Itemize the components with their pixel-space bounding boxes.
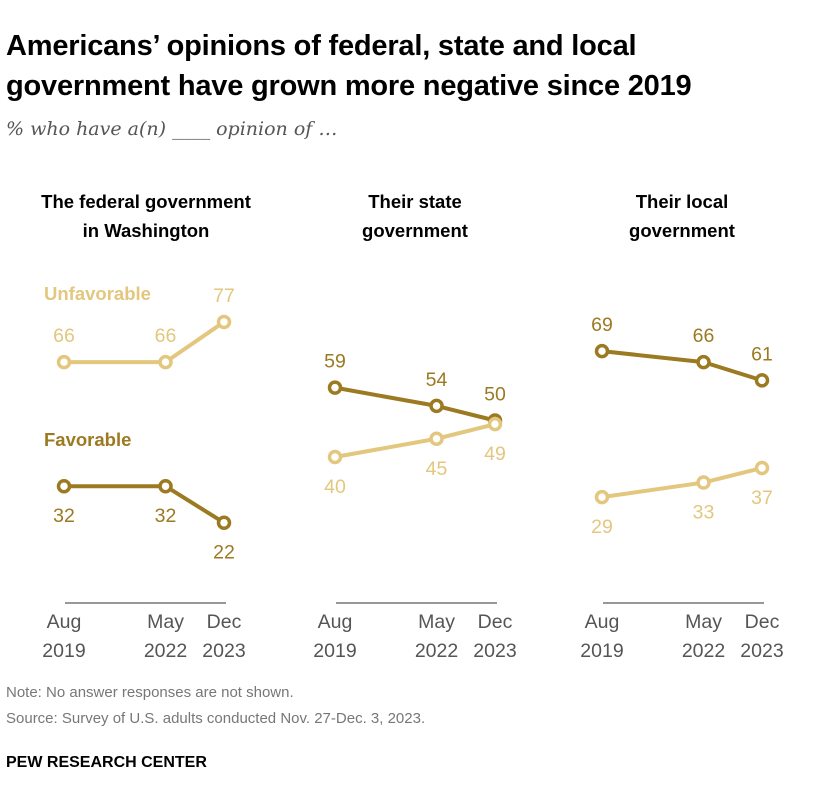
data-label: 49 (484, 443, 506, 465)
x-tick-label: Aug (47, 611, 82, 633)
series-line-favorable (334, 385, 496, 423)
chart-title: Americans’ opinions of federal, state an… (6, 30, 692, 102)
legend-label-unfavorable: Unfavorable (44, 283, 151, 304)
data-point (216, 314, 232, 330)
chart-subtitle: % who have a(n) ____ opinion of … (6, 118, 338, 140)
data-label: 69 (591, 314, 613, 336)
panel-title: government (362, 220, 468, 241)
data-label: 77 (213, 285, 235, 307)
data-label: 59 (324, 351, 346, 373)
data-point (56, 354, 72, 370)
data-label: 50 (484, 384, 506, 406)
data-point (158, 478, 173, 494)
x-tick-label: May (147, 611, 184, 633)
data-point (429, 431, 444, 446)
brand-logo-text: PEW RESEARCH CENTER (6, 754, 207, 771)
series-line-unfavorable (334, 422, 496, 459)
data-point (487, 416, 503, 432)
x-tick-label: 2022 (415, 640, 458, 662)
series-line-favorable (64, 484, 226, 525)
x-tick-label: 2023 (202, 640, 245, 662)
x-tick-label: 2023 (740, 640, 783, 662)
data-point (216, 515, 232, 530)
x-tick-label: May (685, 611, 722, 633)
data-point (754, 373, 770, 388)
x-tick-label: 2019 (313, 640, 356, 662)
data-point (594, 489, 610, 505)
x-tick-label: Dec (478, 611, 513, 633)
panel-title: The federal government (41, 191, 251, 212)
data-point (56, 478, 72, 494)
x-tick-label: Aug (318, 611, 353, 633)
data-point (327, 449, 343, 465)
data-label: 66 (693, 325, 715, 347)
data-point (696, 475, 711, 490)
data-label: 54 (426, 369, 448, 391)
data-label: 32 (53, 505, 75, 527)
data-point (594, 343, 610, 359)
x-tick-label: 2022 (144, 640, 187, 662)
data-point (696, 354, 711, 370)
data-label: 66 (53, 325, 75, 347)
x-tick-label: May (418, 611, 455, 633)
x-tick-label: 2023 (473, 640, 516, 662)
panel-title: Their local (636, 191, 729, 212)
x-tick-label: 2022 (682, 640, 725, 662)
source-text: Source: Survey of U.S. adults conducted … (6, 710, 426, 727)
panel-title: Their state (368, 191, 462, 212)
series-line-unfavorable (64, 320, 226, 365)
data-point (429, 398, 444, 414)
panel-title: in Washington (83, 220, 210, 241)
legend-label-favorable: Favorable (44, 429, 131, 450)
x-tick-label: Dec (745, 611, 780, 633)
data-label: 61 (751, 343, 773, 365)
data-label: 29 (591, 516, 613, 538)
data-label: 66 (155, 325, 177, 347)
data-label: 22 (213, 542, 235, 564)
series-line-unfavorable (601, 466, 763, 500)
x-tick-label: Dec (207, 611, 242, 633)
data-point (754, 460, 770, 476)
series-line-favorable (601, 349, 763, 383)
data-label: 45 (426, 458, 448, 480)
data-label: 40 (324, 476, 346, 498)
data-label: 37 (751, 487, 773, 509)
panel-title: government (629, 220, 735, 241)
x-tick-label: 2019 (42, 640, 85, 662)
x-tick-label: 2019 (580, 640, 623, 662)
note-text: Note: No answer responses are not shown. (6, 684, 294, 701)
data-label: 33 (693, 502, 715, 524)
data-label: 32 (155, 505, 177, 527)
x-tick-label: Aug (585, 611, 620, 633)
data-point (327, 380, 343, 395)
data-point (158, 354, 173, 370)
